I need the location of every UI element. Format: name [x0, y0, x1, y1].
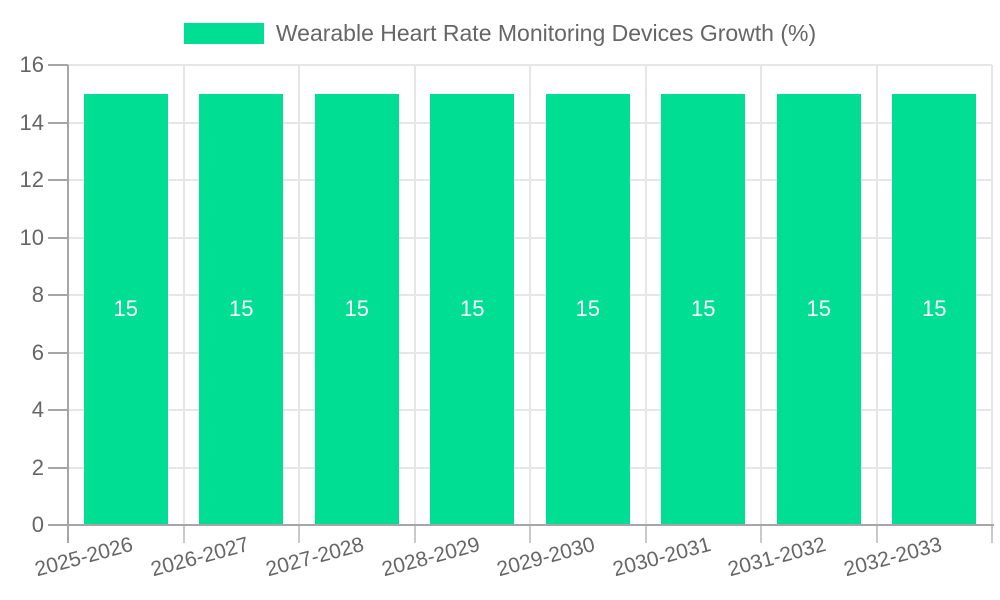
- bar[interactable]: 15: [776, 93, 861, 525]
- bar[interactable]: 15: [892, 93, 977, 525]
- x-axis-tick: [298, 525, 300, 543]
- bar-value-label: 15: [460, 296, 485, 322]
- gridline-vertical: [991, 65, 993, 525]
- bar-value-label: 15: [922, 296, 947, 322]
- y-tick-label: 10: [19, 224, 44, 250]
- bar-value-label: 15: [691, 296, 716, 322]
- bar[interactable]: 15: [83, 93, 168, 525]
- bar-value-label: 15: [575, 296, 600, 322]
- x-tick-label: 2030-2031: [610, 533, 714, 582]
- x-tick-label: 2026-2027: [148, 533, 252, 582]
- x-tick-label: 2025-2026: [32, 533, 136, 582]
- y-tick-label: 4: [31, 397, 44, 422]
- bar[interactable]: 15: [430, 93, 515, 525]
- y-axis-tick: [48, 236, 68, 239]
- legend-title: Wearable Heart Rate Monitoring Devices G…: [275, 20, 817, 46]
- gridline-vertical: [875, 65, 878, 525]
- gridline-vertical: [760, 65, 762, 525]
- x-tick-label: 2029-2030: [494, 533, 598, 582]
- y-axis-tick: [48, 409, 68, 411]
- y-tick-label: 12: [19, 167, 44, 192]
- x-axis-tick: [413, 525, 416, 543]
- legend-swatch: [183, 22, 264, 44]
- x-axis-tick: [182, 525, 185, 543]
- y-axis-tick: [48, 351, 68, 354]
- bar[interactable]: 15: [199, 93, 284, 525]
- gridline-vertical: [644, 65, 647, 525]
- y-axis-tick: [48, 179, 68, 181]
- x-axis-tick: [529, 525, 531, 543]
- y-tick-label: 0: [31, 512, 44, 537]
- y-axis-line: [67, 65, 69, 543]
- gridline-vertical: [413, 65, 416, 525]
- y-axis-tick: [48, 64, 68, 66]
- bar-value-label: 15: [344, 296, 369, 322]
- x-axis-tick: [991, 525, 993, 543]
- x-axis-line: [48, 524, 994, 526]
- bar[interactable]: 15: [545, 93, 630, 525]
- y-tick-label: 2: [31, 454, 44, 480]
- y-tick-label: 16: [19, 52, 44, 77]
- gridline-vertical: [182, 65, 185, 525]
- bar-value-label: 15: [113, 296, 138, 322]
- legend[interactable]: Wearable Heart Rate Monitoring Devices G…: [0, 20, 1000, 46]
- y-tick-label: 14: [19, 109, 44, 135]
- x-tick-label: 2028-2029: [379, 533, 483, 582]
- x-tick-label: 2031-2032: [725, 533, 829, 582]
- x-tick-label: 2027-2028: [263, 533, 367, 582]
- x-axis-tick: [875, 525, 878, 543]
- bar[interactable]: 15: [314, 93, 399, 525]
- y-tick-label: 6: [31, 339, 44, 365]
- x-tick-label: 2032-2033: [841, 533, 945, 582]
- bar-value-label: 15: [806, 296, 831, 322]
- bar[interactable]: 15: [661, 93, 746, 525]
- x-axis-tick: [644, 525, 647, 543]
- y-tick-label: 8: [31, 282, 44, 307]
- gridline-vertical: [529, 65, 531, 525]
- y-axis-tick: [48, 294, 68, 296]
- x-axis-tick: [760, 525, 762, 543]
- gridline-vertical: [298, 65, 300, 525]
- y-axis-tick: [48, 121, 68, 124]
- bar-value-label: 15: [229, 296, 254, 322]
- y-axis-tick: [48, 466, 68, 469]
